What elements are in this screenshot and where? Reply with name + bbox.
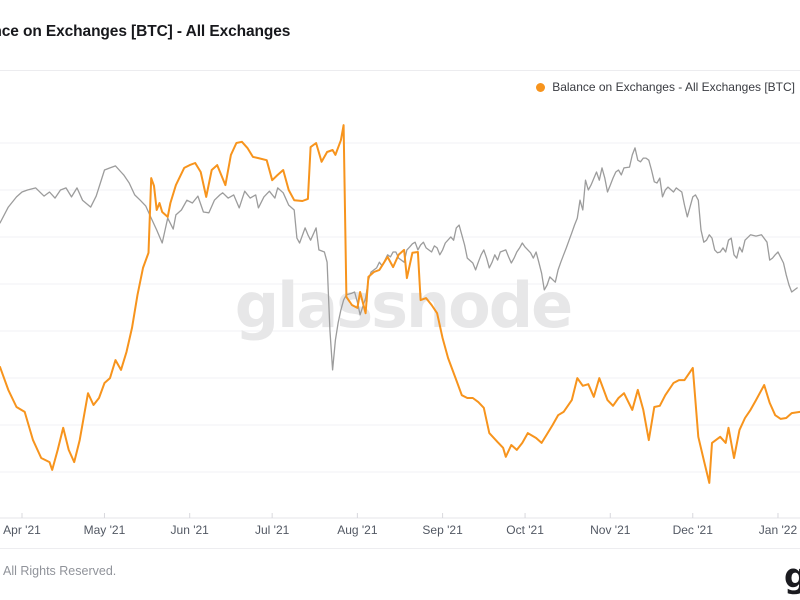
- footer-divider: [0, 548, 800, 549]
- legend-item-balance[interactable]: Balance on Exchanges - All Exchanges [BT…: [536, 80, 795, 94]
- watermark: glassnode: [235, 269, 571, 342]
- x-axis: Apr '21 May '21 Jun '21 Jul '21 Aug '21 Sep '…: [0, 513, 800, 537]
- glassnode-logo-icon: g: [784, 556, 800, 595]
- x-tick-label: May '21: [84, 523, 126, 537]
- x-tick-label: Nov '21: [590, 523, 631, 537]
- header-divider: [0, 70, 800, 71]
- x-tick-label: Dec '21: [673, 523, 714, 537]
- copyright-text: All Rights Reserved.: [3, 564, 117, 578]
- series-layer: [0, 124, 800, 484]
- page-title: Balance on Exchanges [BTC] - All Exchang…: [0, 23, 291, 40]
- x-tick-label: Jan '22: [759, 523, 798, 537]
- x-tick-label: Oct '21: [506, 523, 544, 537]
- legend: Balance on Exchanges - All Exchanges [BT…: [536, 80, 795, 94]
- x-tick-label: Jul '21: [255, 523, 290, 537]
- x-tick-label: Apr '21: [3, 523, 41, 537]
- legend-label: Balance on Exchanges - All Exchanges [BT…: [552, 80, 795, 94]
- x-tick-label: Sep '21: [422, 523, 463, 537]
- grid-layer: [0, 142, 800, 473]
- x-tick-label: Aug '21: [337, 523, 378, 537]
- x-tick-label: Jun '21: [171, 523, 210, 537]
- legend-marker-icon: [536, 82, 546, 92]
- series-line-gray-overlay: [0, 147, 798, 371]
- series-line-balance: [0, 124, 800, 484]
